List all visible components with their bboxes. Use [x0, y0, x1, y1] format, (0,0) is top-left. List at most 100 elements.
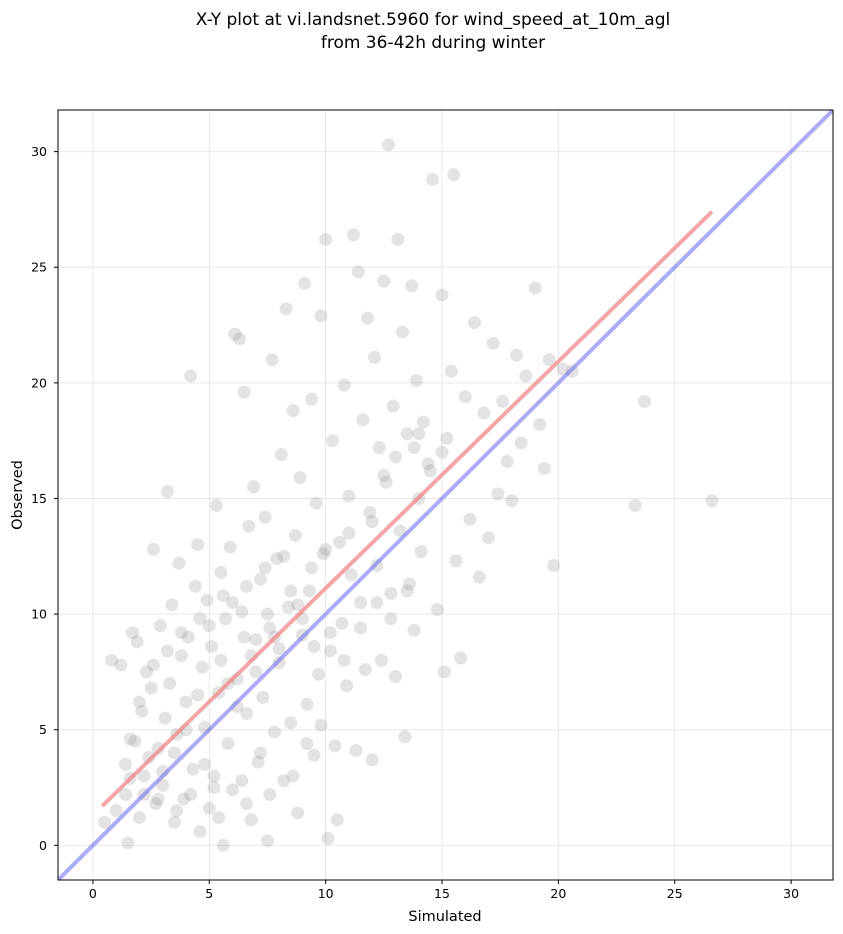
- data-point: [293, 471, 307, 485]
- data-point: [233, 332, 247, 346]
- data-point: [400, 427, 414, 441]
- data-point: [242, 519, 256, 533]
- data-point: [184, 787, 198, 801]
- data-point: [458, 390, 472, 404]
- data-point: [170, 804, 184, 818]
- data-point: [416, 415, 430, 429]
- data-point: [146, 542, 160, 556]
- data-point: [151, 792, 165, 806]
- data-point: [253, 572, 267, 586]
- data-point: [323, 626, 337, 640]
- data-point: [118, 757, 132, 771]
- data-point: [256, 690, 270, 704]
- data-point: [286, 769, 300, 783]
- data-point: [426, 172, 440, 186]
- data-point: [356, 413, 370, 427]
- data-point: [284, 584, 298, 598]
- data-point: [237, 630, 251, 644]
- data-point: [109, 804, 123, 818]
- data-point: [302, 584, 316, 598]
- data-point: [321, 831, 335, 845]
- data-point: [368, 350, 382, 364]
- data-point: [125, 626, 139, 640]
- data-point: [342, 489, 356, 503]
- data-point: [198, 757, 212, 771]
- data-point: [128, 734, 142, 748]
- data-point: [319, 232, 333, 246]
- data-point: [407, 623, 421, 637]
- data-point: [496, 394, 510, 408]
- data-point: [277, 774, 291, 788]
- data-point: [135, 704, 149, 718]
- data-point: [402, 577, 416, 591]
- data-point: [177, 792, 191, 806]
- data-point: [309, 496, 323, 510]
- data-point: [533, 417, 547, 431]
- data-point: [337, 378, 351, 392]
- data-point: [542, 353, 556, 367]
- data-point: [347, 228, 361, 242]
- data-point: [342, 526, 356, 540]
- data-point: [395, 325, 409, 339]
- data-point: [149, 797, 163, 811]
- data-point: [212, 811, 226, 825]
- data-point: [200, 593, 214, 607]
- data-point: [326, 434, 340, 448]
- data-point: [358, 663, 372, 677]
- x-tick-label: 0: [89, 886, 97, 901]
- data-point: [333, 535, 347, 549]
- y-tick-label: 5: [39, 722, 47, 737]
- data-point: [219, 612, 233, 626]
- data-point: [244, 813, 258, 827]
- data-point: [454, 651, 468, 665]
- x-tick-label: 30: [783, 886, 799, 901]
- data-point: [349, 744, 363, 758]
- data-point: [202, 801, 216, 815]
- grid-lines: [58, 110, 833, 880]
- data-point: [277, 549, 291, 563]
- data-point: [361, 311, 375, 325]
- data-point: [209, 498, 223, 512]
- data-point: [142, 750, 156, 764]
- data-point: [547, 559, 561, 573]
- data-point: [477, 406, 491, 420]
- data-point: [144, 681, 158, 695]
- data-point: [240, 579, 254, 593]
- data-point: [335, 616, 349, 630]
- data-point: [414, 545, 428, 559]
- data-point: [628, 498, 642, 512]
- data-point: [186, 762, 200, 776]
- data-point: [300, 737, 314, 751]
- data-point: [191, 688, 205, 702]
- data-point: [421, 457, 435, 471]
- data-point: [179, 695, 193, 709]
- data-point: [337, 653, 351, 667]
- data-point: [132, 695, 146, 709]
- data-point: [386, 399, 400, 413]
- data-point: [354, 621, 368, 635]
- data-point: [226, 596, 240, 610]
- data-point: [98, 815, 112, 829]
- x-axis-label: Simulated: [408, 909, 481, 925]
- data-point: [298, 276, 312, 290]
- data-point: [435, 445, 449, 459]
- data-point: [214, 565, 228, 579]
- data-point: [207, 769, 221, 783]
- data-point: [163, 676, 177, 690]
- data-point: [344, 568, 358, 582]
- data-point: [174, 626, 188, 640]
- data-point: [158, 711, 172, 725]
- data-point: [146, 658, 160, 672]
- data-point: [105, 653, 119, 667]
- data-point: [226, 783, 240, 797]
- x-tick-label: 15: [434, 886, 450, 901]
- data-point: [307, 639, 321, 653]
- data-point: [265, 353, 279, 367]
- data-point: [351, 265, 365, 279]
- y-tick-label: 10: [31, 607, 47, 622]
- data-point: [237, 385, 251, 399]
- data-point: [123, 732, 137, 746]
- data-point: [151, 741, 165, 755]
- data-point: [223, 540, 237, 554]
